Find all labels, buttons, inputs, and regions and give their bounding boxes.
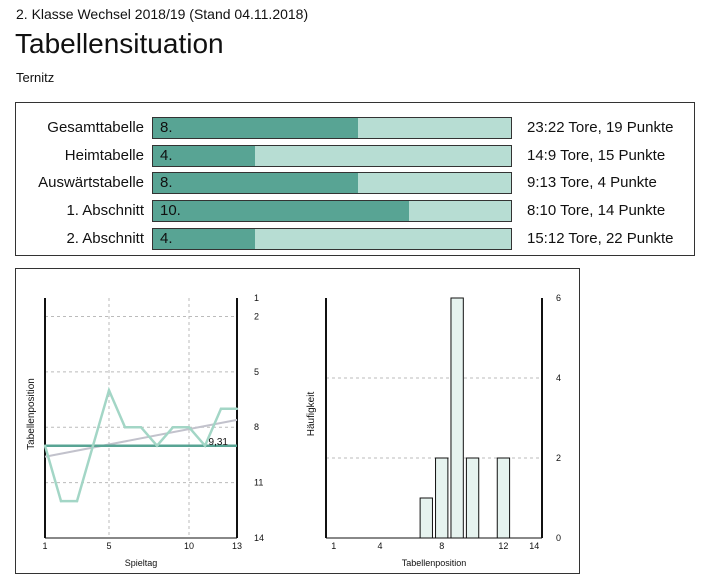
position-point: [187, 426, 191, 429]
trend-line: [44, 418, 238, 458]
row-label: Auswärtstabelle: [38, 174, 144, 191]
y-tick-label: 5: [254, 367, 259, 377]
row-label: Gesamttabelle: [47, 119, 144, 136]
x-tick-label: 5: [106, 541, 111, 551]
y-tick-label: 6: [556, 293, 561, 303]
y-tick-label: 4: [556, 373, 561, 383]
summary-row-abschnitt-1: 1. Abschnitt 10. 8:10 Tore, 14 Punkte: [16, 198, 694, 224]
frequency-bar: [450, 297, 464, 539]
position-point: [203, 444, 207, 447]
position-point: [107, 389, 111, 392]
y-tick-label: 2: [556, 453, 561, 463]
position-point: [123, 426, 127, 429]
summary-row-heim: Heimtabelle 4. 14:9 Tore, 15 Punkte: [16, 143, 694, 169]
position-chart: 1 2 5 8 11 14 1 5 10 13 9,31 Tabellenposition Spi…: [26, 293, 264, 568]
row-label: 2. Abschnitt: [66, 230, 144, 247]
rank-bar-fill: [153, 146, 256, 166]
standings-summary: Gesamttabelle 8. 23:22 Tore, 19 Punkte H…: [15, 102, 695, 256]
summary-row-gesamt: Gesamttabelle 8. 23:22 Tore, 19 Punkte: [16, 115, 694, 141]
bar-chart-y-label: Häufigkeit: [306, 392, 317, 437]
row-stats: 9:13 Tore, 4 Punkte: [527, 174, 657, 191]
average-annotation: 9,31: [209, 437, 229, 448]
y-tick-label: 1: [254, 293, 259, 303]
summary-row-auswaerts: Auswärtstabelle 8. 9:13 Tore, 4 Punkte: [16, 170, 694, 196]
rank-bar: 4.: [152, 145, 512, 167]
position-point: [235, 407, 239, 410]
x-tick-label: 4: [377, 541, 382, 551]
position-point: [219, 407, 223, 410]
x-tick-label: 13: [232, 541, 242, 551]
rank-value: 4.: [160, 230, 173, 247]
row-label: 1. Abschnitt: [66, 202, 144, 219]
x-tick-label: 8: [439, 541, 444, 551]
line-chart-x-label: Spieltag: [125, 558, 158, 568]
page-subtitle: 2. Klasse Wechsel 2018/19 (Stand 04.11.2…: [16, 6, 309, 22]
rank-bar: 8.: [152, 172, 512, 194]
y-tick-label: 8: [254, 422, 259, 432]
rank-bar-fill: [153, 173, 358, 193]
charts-panel: 1 2 5 8 11 14 1 5 10 13 9,31 Tabellenposition Spi…: [15, 268, 580, 574]
y-tick-label: 11: [254, 478, 263, 488]
x-tick-label: 14: [529, 541, 539, 551]
rank-value: 8.: [160, 119, 173, 136]
frequency-bar: [465, 457, 480, 539]
frequency-bar: [435, 457, 449, 539]
rank-value: 10.: [160, 202, 181, 219]
x-tick-label: 1: [42, 541, 47, 551]
team-name: Ternitz: [16, 70, 55, 85]
summary-row-abschnitt-2: 2. Abschnitt 4. 15:12 Tore, 22 Punkte: [16, 226, 694, 252]
y-tick-label: 2: [254, 311, 259, 321]
row-stats: 8:10 Tore, 14 Punkte: [527, 202, 666, 219]
x-tick-label: 12: [498, 541, 508, 551]
rank-value: 4.: [160, 147, 173, 164]
row-stats: 15:12 Tore, 22 Punkte: [527, 230, 674, 247]
frequency-bar: [419, 497, 433, 539]
rank-value: 8.: [160, 174, 173, 191]
rank-bar: 8.: [152, 117, 512, 139]
rank-bar: 4.: [152, 228, 512, 250]
position-point: [155, 444, 159, 447]
rank-bar-fill: [153, 118, 358, 138]
row-label: Heimtabelle: [64, 147, 144, 164]
x-tick-label: 1: [331, 541, 336, 551]
row-stats: 23:22 Tore, 19 Punkte: [527, 119, 674, 136]
page-title: Tabellensituation: [15, 28, 224, 59]
line-chart-y-label: Tabellenposition: [26, 378, 37, 450]
rank-bar-fill: [153, 229, 256, 249]
position-point: [43, 444, 47, 447]
position-point: [91, 444, 95, 447]
position-point: [171, 426, 175, 429]
frequency-bar: [496, 457, 511, 539]
position-point: [75, 499, 79, 503]
bar-chart-x-label: Tabellenposition: [402, 558, 467, 568]
y-tick-label: 0: [556, 533, 561, 543]
row-stats: 14:9 Tore, 15 Punkte: [527, 147, 666, 164]
position-point: [59, 499, 63, 503]
rank-bar-fill: [153, 201, 409, 221]
x-tick-label: 10: [184, 541, 194, 551]
rank-bar: 10.: [152, 200, 512, 222]
y-tick-label: 14: [254, 533, 264, 543]
position-point: [139, 426, 143, 429]
